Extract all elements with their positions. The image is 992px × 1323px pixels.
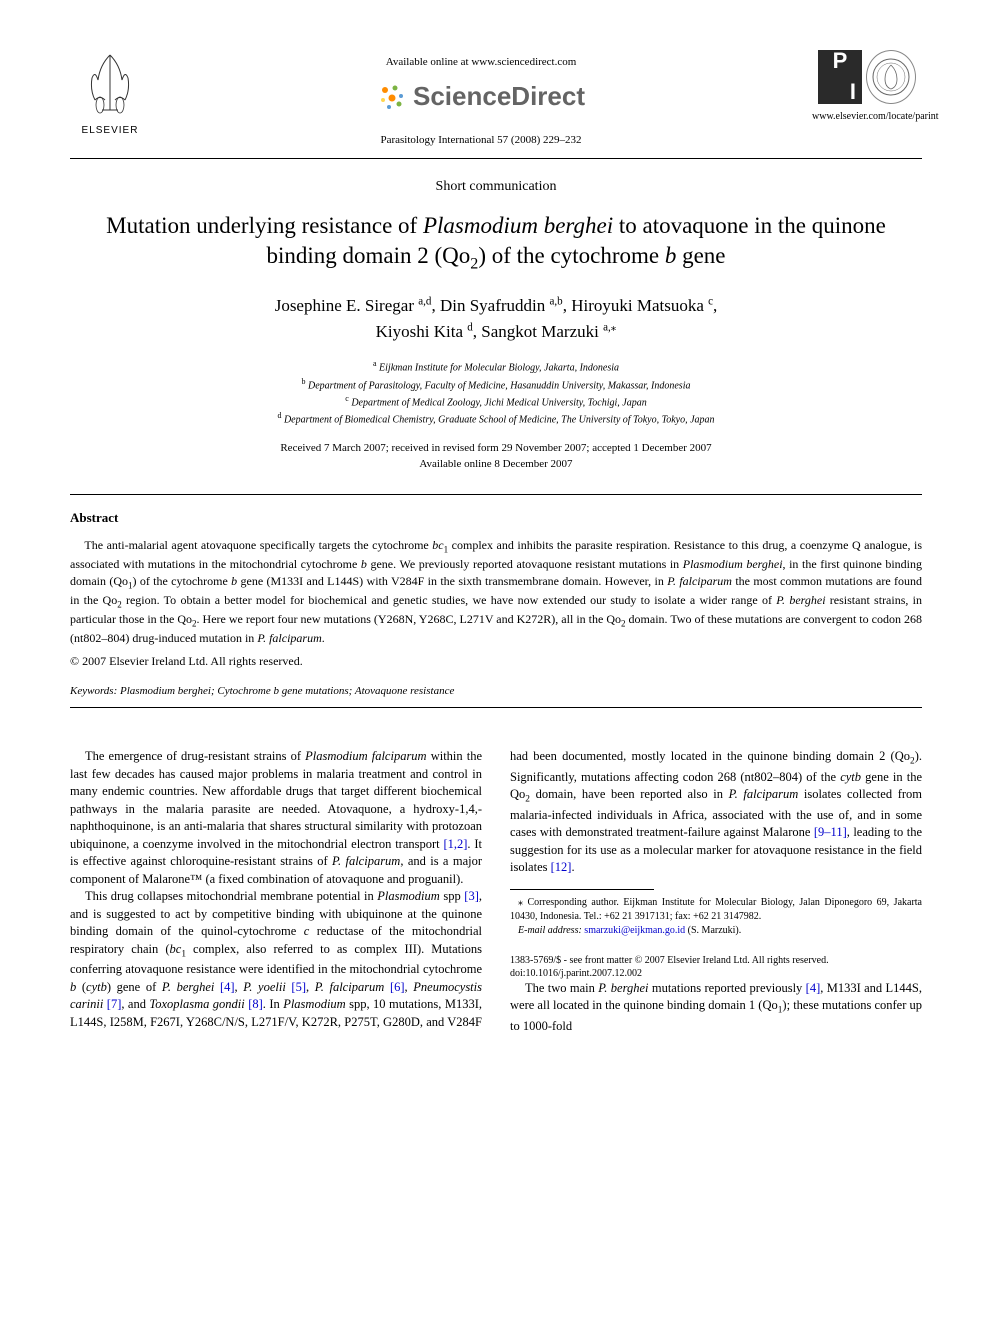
sciencedirect-text: ScienceDirect	[413, 78, 585, 114]
author: Din Syafruddin	[440, 296, 545, 315]
center-header: Available online at www.sciencedirect.co…	[150, 50, 812, 148]
issn-line: 1383-5769/$ - see front matter © 2007 El…	[510, 954, 922, 967]
available-online-text: Available online at www.sciencedirect.co…	[150, 55, 812, 70]
journal-logos: P I www.elsevier.com/locate/parint	[812, 50, 922, 124]
online-date: Available online 8 December 2007	[419, 458, 572, 470]
abstract-text: The anti-malarial agent atovaquone speci…	[70, 537, 922, 647]
email-link[interactable]: smarzuki@eijkman.go.id	[584, 925, 685, 936]
body-paragraph: The emergence of drug-resistant strains …	[70, 748, 482, 888]
elsevier-logo: ELSEVIER	[70, 50, 150, 138]
sciencedirect-logo: ScienceDirect	[150, 78, 812, 114]
journal-url: www.elsevier.com/locate/parint	[812, 110, 922, 124]
author: Kiyoshi Kita	[376, 322, 463, 341]
affiliation: Department of Medical Zoology, Jichi Med…	[351, 397, 646, 408]
sciencedirect-dots-icon	[377, 82, 407, 112]
abstract-heading: Abstract	[70, 509, 922, 527]
elsevier-label: ELSEVIER	[70, 124, 150, 138]
body-text: The emergence of drug-resistant strains …	[70, 748, 922, 1035]
affiliation: Department of Biomedical Chemistry, Grad…	[284, 414, 715, 425]
affiliations: a Eijkman Institute for Molecular Biolog…	[70, 358, 922, 427]
journal-seal-icon	[866, 50, 916, 104]
abstract-copyright: © 2007 Elsevier Ireland Ltd. All rights …	[70, 653, 922, 670]
keywords-text: Plasmodium berghei; Cytochrome b gene mu…	[120, 685, 454, 697]
affiliation: Eijkman Institute for Molecular Biology,…	[379, 363, 619, 374]
journal-citation: Parasitology International 57 (2008) 229…	[150, 133, 812, 148]
keywords: Keywords: Plasmodium berghei; Cytochrome…	[70, 684, 922, 699]
pi-p-letter: P	[833, 46, 848, 77]
authors-list: Josephine E. Siregar a,d, Din Syafruddin…	[70, 293, 922, 344]
author: Sangkot Marzuki	[481, 322, 599, 341]
author: Hiroyuki Matsuoka	[571, 296, 704, 315]
doi-line: doi:10.1016/j.parint.2007.12.002	[510, 967, 922, 980]
email-footnote: E-mail address: smarzuki@eijkman.go.id (…	[510, 924, 922, 938]
elsevier-tree-icon	[80, 50, 140, 120]
footnote-divider	[510, 889, 654, 890]
pi-i-letter: I	[850, 77, 856, 108]
author: Josephine E. Siregar	[275, 296, 414, 315]
body-paragraph: The two main P. berghei mutations report…	[510, 980, 922, 1036]
page-header: ELSEVIER Available online at www.science…	[70, 50, 922, 148]
article-type: Short communication	[70, 177, 922, 197]
keywords-label: Keywords:	[70, 685, 120, 697]
corresponding-author-footnote: ⁎ Corresponding author. Eijkman Institut…	[510, 896, 922, 924]
article-dates: Received 7 March 2007; received in revis…	[70, 441, 922, 472]
article-title: Mutation underlying resistance of Plasmo…	[70, 211, 922, 275]
received-date: Received 7 March 2007; received in revis…	[280, 442, 711, 454]
abstract-divider-bottom	[70, 707, 922, 708]
abstract-divider-top	[70, 494, 922, 495]
pi-logo-box: P I	[818, 50, 862, 104]
affiliation: Department of Parasitology, Faculty of M…	[308, 380, 690, 391]
footer-block: 1383-5769/$ - see front matter © 2007 El…	[510, 954, 922, 980]
header-divider	[70, 158, 922, 159]
